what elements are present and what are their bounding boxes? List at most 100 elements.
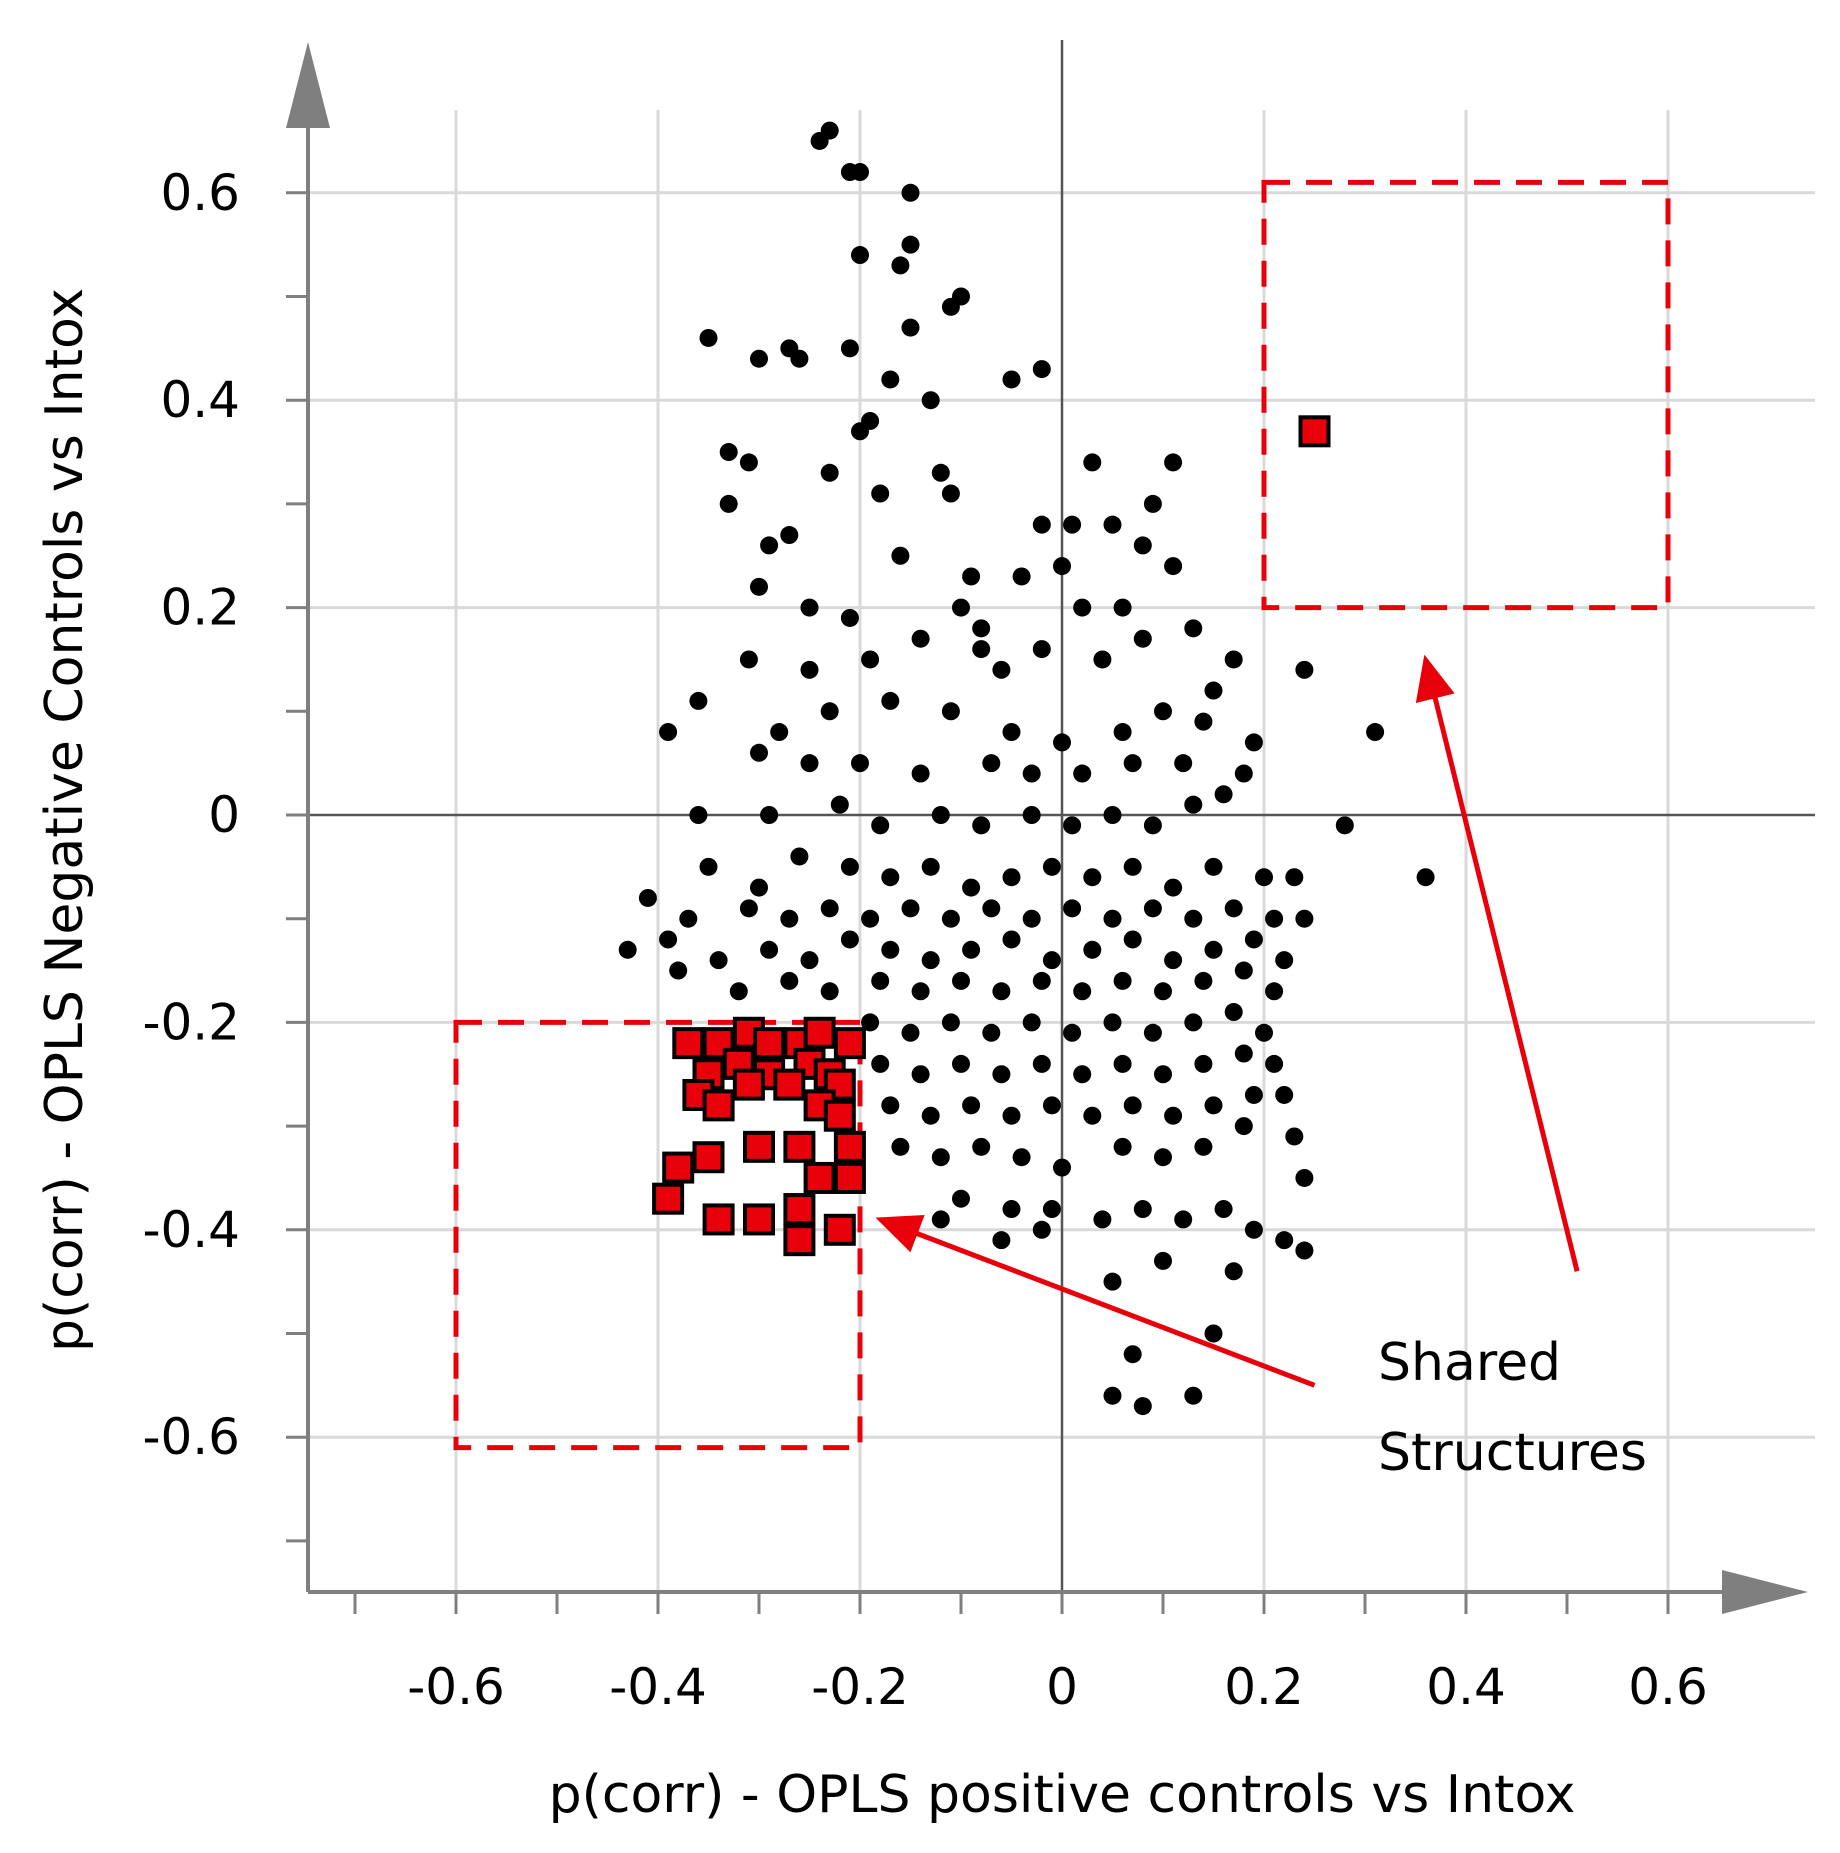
data-point <box>941 702 960 721</box>
data-point <box>800 598 819 617</box>
x-tick-label: 0 <box>1046 1658 1078 1716</box>
data-point <box>1032 515 1051 534</box>
data-point <box>750 743 768 762</box>
data-point <box>1164 557 1183 576</box>
gridlines <box>308 40 1815 1592</box>
data-point <box>780 526 799 545</box>
x-tick-label: 0.2 <box>1224 1658 1304 1716</box>
data-point <box>911 764 930 783</box>
data-point <box>1244 930 1263 949</box>
data-point <box>840 339 859 358</box>
data-point <box>992 660 1011 679</box>
data-point <box>739 650 758 669</box>
data-point <box>1174 754 1193 773</box>
data-point <box>871 971 890 990</box>
data-point <box>1143 899 1162 918</box>
data-point <box>1164 878 1183 897</box>
data-point <box>1255 868 1273 887</box>
data-point <box>1194 712 1213 731</box>
data-point <box>1154 982 1172 1001</box>
highlight-point <box>833 1161 866 1194</box>
data-point <box>1113 971 1132 990</box>
data-point <box>1295 1241 1314 1260</box>
data-point <box>881 370 900 389</box>
data-point <box>1265 982 1284 1001</box>
highlight-point <box>803 1161 836 1194</box>
data-point <box>659 930 678 949</box>
data-point <box>1103 1386 1122 1405</box>
data-point <box>1083 940 1102 959</box>
data-point <box>952 598 970 617</box>
data-point <box>820 982 839 1001</box>
data-point <box>1002 868 1021 887</box>
data-point <box>1032 640 1051 659</box>
data-point <box>901 899 920 918</box>
data-point <box>1022 909 1041 928</box>
data-point <box>962 940 981 959</box>
data-point <box>820 463 839 482</box>
data-point <box>992 982 1011 1001</box>
data-point <box>1103 806 1122 824</box>
data-point <box>1113 598 1132 617</box>
data-point <box>921 951 940 970</box>
data-point <box>1123 930 1142 949</box>
data-point <box>1022 806 1041 824</box>
data-point <box>901 235 920 254</box>
y-axis-title: p(corr) - OPLS Negative Controls vs Into… <box>35 288 95 1352</box>
data-point <box>901 318 920 337</box>
data-point <box>679 909 698 928</box>
data-point <box>719 443 738 462</box>
data-point <box>760 940 779 959</box>
data-point <box>1275 1085 1294 1104</box>
data-point <box>921 1106 940 1125</box>
data-point <box>1103 909 1122 928</box>
data-point <box>1184 909 1203 928</box>
data-point <box>699 857 718 876</box>
x-axis-title: p(corr) - OPLS positive controls vs Into… <box>549 1765 1576 1825</box>
data-point <box>881 691 900 710</box>
data-point <box>820 702 839 721</box>
data-point <box>1032 360 1051 379</box>
data-point <box>1032 1054 1051 1073</box>
data-point <box>750 878 768 897</box>
data-point <box>1275 951 1294 970</box>
data-point <box>1335 816 1354 835</box>
data-point <box>1154 1065 1172 1084</box>
data-point <box>1204 1324 1223 1343</box>
data-point <box>1063 1023 1082 1042</box>
axis-labels: p(corr) - OPLS positive controls vs Into… <box>35 164 1708 1825</box>
data-point <box>1002 930 1021 949</box>
data-point <box>618 940 637 959</box>
data-point <box>871 1054 890 1073</box>
data-point <box>1133 629 1152 648</box>
data-point <box>901 1023 920 1042</box>
data-point <box>750 349 768 368</box>
highlight-point <box>702 1089 735 1122</box>
data-point <box>739 453 758 472</box>
data-point <box>871 816 890 835</box>
data-point <box>1244 733 1263 752</box>
data-point <box>1123 1345 1142 1364</box>
data-point <box>1133 1397 1152 1416</box>
y-tick-label: 0.6 <box>160 164 240 222</box>
data-point <box>1143 816 1162 835</box>
data-point <box>931 463 950 482</box>
highlight-point <box>823 1213 856 1246</box>
data-point <box>1123 1096 1142 1115</box>
data-point <box>861 1013 880 1032</box>
data-point <box>1224 1262 1243 1281</box>
data-point <box>1204 1096 1223 1115</box>
y-tick-label: -0.2 <box>142 993 240 1051</box>
data-point <box>871 484 890 503</box>
data-point <box>760 806 779 824</box>
annotation-arrow <box>875 1215 1316 1388</box>
data-point <box>1133 536 1152 555</box>
data-point <box>1164 453 1183 472</box>
data-point <box>861 909 880 928</box>
data-point <box>1103 515 1122 534</box>
data-point <box>962 567 981 586</box>
highlight-point <box>783 1130 816 1163</box>
data-point <box>891 546 910 565</box>
x-tick-label: -0.2 <box>811 1658 909 1716</box>
